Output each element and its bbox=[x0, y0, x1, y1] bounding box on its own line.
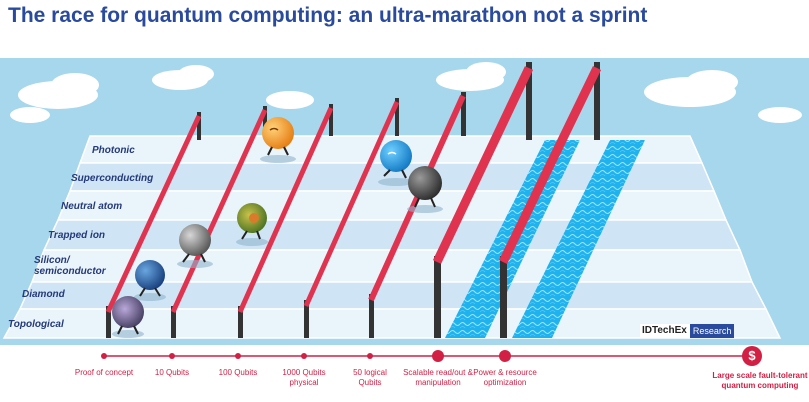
lane-label-diamond: Diamond bbox=[22, 289, 65, 300]
runner-superconducting-2 bbox=[407, 166, 443, 213]
lane-label-topological: Topological bbox=[8, 319, 64, 330]
milestone-label: 100 Qubits bbox=[218, 368, 258, 377]
runner-topological bbox=[112, 296, 144, 338]
brand-name: IDTechEx bbox=[640, 324, 690, 338]
runner-photonic bbox=[260, 117, 296, 163]
runner-trapped-ion bbox=[177, 224, 213, 268]
lane-label-superconducting: Superconducting bbox=[71, 173, 154, 184]
dollar-icon-glyph: $ bbox=[748, 348, 756, 363]
milestone-label: Proof of concept bbox=[74, 368, 134, 377]
milestone-label: Power & resource optimization bbox=[473, 368, 537, 387]
runner-superconducting-1 bbox=[378, 140, 414, 186]
milestone-label-final: Large scale fault-tolerant quantum compu… bbox=[712, 371, 808, 390]
milestone-timeline: $ bbox=[101, 346, 762, 366]
runner-silicon bbox=[134, 260, 166, 301]
runner-neutral-atom bbox=[236, 203, 268, 246]
lane-label-photonic: Photonic bbox=[92, 145, 135, 156]
milestone-label: 1000 Qubits physical bbox=[282, 368, 326, 387]
hurdles bbox=[105, 62, 602, 338]
lane-label-trapped-ion: Trapped ion bbox=[48, 230, 106, 241]
milestone-label: Scalable read/out & manipulation bbox=[403, 368, 473, 387]
lane-label-silicon-semiconductor: Silicon/ semiconductor bbox=[34, 255, 106, 277]
milestone-label: 10 Qubits bbox=[154, 368, 190, 377]
brand-logo: IDTechEx Research bbox=[640, 324, 735, 338]
page-title: The race for quantum computing: an ultra… bbox=[8, 4, 648, 27]
lane-label-neutral-atom: Neutral atom bbox=[61, 201, 123, 212]
dollar-icon bbox=[742, 346, 762, 366]
brand-tag: Research bbox=[689, 324, 735, 338]
milestone-label: 50 logical Qubits bbox=[353, 368, 387, 387]
